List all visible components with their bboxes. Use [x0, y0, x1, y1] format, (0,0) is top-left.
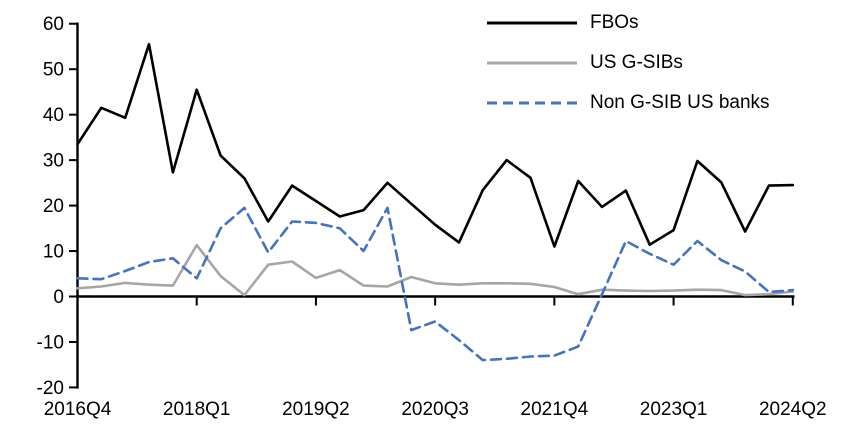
legend-label-non-gsib-us-banks: Non G-SIB US banks: [590, 92, 770, 113]
y-tick-label: 10: [43, 242, 64, 263]
series-line-non-g-sib-us-banks: [76, 206, 795, 362]
legend: FBOs US G-SIBs Non G-SIB US banks: [487, 3, 770, 123]
us-gsibs-line-sample-icon: [487, 61, 577, 65]
x-tick-label: 2023Q1: [640, 399, 708, 420]
non-gsib-us-banks-line-sample-icon: [487, 101, 577, 105]
y-tick-label: 0: [53, 287, 64, 308]
y-tick-label: -20: [37, 378, 64, 399]
series-line-fbos: [76, 42, 795, 248]
legend-label-us-gsibs: US G-SIBs: [590, 52, 683, 73]
x-tick-label: 2024Q2: [759, 399, 827, 420]
y-tick-label: 20: [43, 196, 64, 217]
legend-label-fbos: FBOs: [590, 12, 639, 33]
x-tick-label: 2019Q2: [282, 399, 350, 420]
x-tick-label: 2018Q1: [163, 399, 231, 420]
y-tick-label: 60: [43, 14, 64, 35]
x-tick-label: 2020Q3: [401, 399, 469, 420]
legend-item-non-gsib-us-banks: Non G-SIB US banks: [487, 83, 770, 123]
legend-item-us-gsibs: US G-SIBs: [487, 43, 770, 83]
x-tick-label: 2016Q4: [44, 399, 112, 420]
series-line-us-g-sibs: [76, 243, 795, 297]
y-tick-label: 50: [43, 60, 64, 81]
y-tick-label: -10: [37, 332, 64, 353]
y-tick-label: 40: [43, 105, 64, 126]
x-tick-label: 2021Q4: [521, 399, 589, 420]
y-tick-label: 30: [43, 151, 64, 172]
fbos-line-sample-icon: [487, 21, 577, 25]
legend-item-fbos: FBOs: [487, 3, 770, 43]
